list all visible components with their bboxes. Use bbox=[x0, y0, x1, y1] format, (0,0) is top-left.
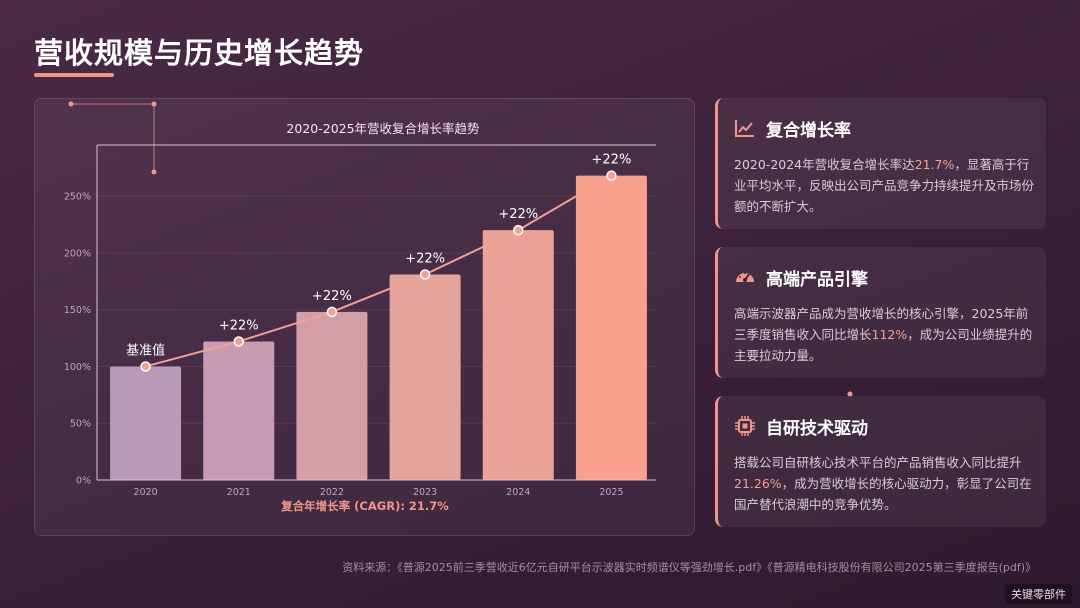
highlight-value: 112% bbox=[871, 327, 908, 342]
trend-point-2023 bbox=[419, 269, 431, 280]
bar-value-label: +22% bbox=[498, 207, 538, 222]
decorative-connector bbox=[68, 101, 157, 175]
card-text: 高端示波器产品成为营收增长的核心引擎，2025年前三季度销售收入同比增长112%… bbox=[734, 303, 1034, 366]
card-cagr: 复合增长率 2020-2024年营收复合增长率达21.7%，显著高于行业平均水平… bbox=[715, 98, 1046, 229]
bar-2025 bbox=[575, 175, 647, 480]
highlight-value: 21.7% bbox=[914, 157, 955, 172]
bars bbox=[110, 175, 647, 480]
title-underline bbox=[34, 73, 114, 77]
source-note: 资料来源：《普源2025前三季营收近6亿元自研平台示波器实时频谱仪等强劲增长.p… bbox=[342, 561, 1036, 574]
card-text: 搭载公司自研核心技术平台的产品销售收入同比提升 21.26%，成为营收增长的核心驱… bbox=[734, 452, 1034, 515]
card-text-part: 高端示波器产品成为营收增长的核心引擎，2025年前三季度销售收入同比增长 bbox=[734, 306, 1029, 342]
card-header: 高端产品引擎 bbox=[734, 264, 868, 290]
trend-point-2022 bbox=[326, 306, 338, 318]
card-text-part: ，显著高于行业平均水平，反映出公司产品竞争力持续提升及市场份额的不断扩大。 bbox=[734, 157, 1035, 214]
y-tick-labels: 0% 50% 100% 150% 200% 250% bbox=[64, 192, 91, 487]
card-text-part: ，成为公司业绩提升的主要拉动力量。 bbox=[734, 327, 1033, 363]
x-tick-label: 2025 bbox=[599, 487, 623, 498]
card-in-house-tech: 自研技术驱动 搭载公司自研核心技术平台的产品销售收入同比提升 21.26%，成为营… bbox=[715, 396, 1046, 527]
card-header: 复合增长率 bbox=[734, 115, 851, 141]
bar-labels: 基准值 +22% +22% +22% +22% +22% bbox=[126, 153, 631, 359]
y-tick-label: 250% bbox=[64, 192, 91, 203]
revenue-growth-chart: 2020-2025年营收复合增长率趋势 0% 50% 100% 150% 200% 250… bbox=[64, 101, 656, 513]
chart-panel: 2020-2025年营收复合增长率趋势 0% 50% 100% 150% 200% 250… bbox=[34, 98, 695, 536]
trend-line bbox=[145, 174, 612, 368]
bar-value-label: +22% bbox=[592, 153, 632, 168]
card-title: 高端产品引擎 bbox=[766, 269, 868, 290]
growth-line bbox=[140, 170, 617, 372]
highlight-value: 21.26% bbox=[734, 476, 782, 491]
trend-point-2025 bbox=[606, 170, 617, 181]
y-tick-label: 100% bbox=[64, 362, 91, 373]
bar-2023 bbox=[389, 274, 461, 480]
grid-lines bbox=[97, 195, 656, 424]
bar-2022 bbox=[296, 311, 368, 480]
card-title: 自研技术驱动 bbox=[766, 418, 868, 439]
y-tick-label: 150% bbox=[64, 305, 91, 316]
bar-2021 bbox=[203, 341, 275, 480]
card-header: 自研技术驱动 bbox=[734, 413, 868, 439]
bar-2024 bbox=[482, 230, 554, 480]
trend-point-2021 bbox=[233, 336, 244, 347]
x-tick-label: 2020 bbox=[133, 487, 157, 498]
chart-title: 2020-2025年营收复合增长率趋势 bbox=[286, 121, 480, 136]
bar-value-label: +22% bbox=[312, 289, 352, 304]
watermark: 关键零部件 bbox=[1005, 584, 1072, 604]
card-text-part: 2020-2024年营收复合增长率达 bbox=[734, 157, 915, 172]
x-tick-label: 2024 bbox=[506, 487, 530, 498]
trend-point-2024 bbox=[513, 224, 524, 236]
bar-value-label: +22% bbox=[405, 251, 445, 266]
decorative-dot bbox=[847, 391, 853, 397]
x-tick-label: 2022 bbox=[320, 487, 344, 498]
y-tick-label: 0% bbox=[76, 476, 91, 487]
gauge-icon bbox=[734, 266, 756, 288]
y-tick-label: 50% bbox=[70, 419, 91, 430]
chip-icon bbox=[734, 415, 756, 437]
card-high-end-products: 高端产品引擎 高端示波器产品成为营收增长的核心引擎，2025年前三季度销售收入同… bbox=[715, 247, 1046, 378]
line-chart-icon bbox=[734, 117, 756, 139]
bar-value-label: +22% bbox=[219, 318, 259, 333]
card-title: 复合增长率 bbox=[766, 120, 851, 141]
bar-2020 bbox=[110, 366, 182, 480]
x-tick-labels: 2020 2021 2022 2023 2024 2025 bbox=[133, 487, 623, 498]
x-tick-label: 2023 bbox=[413, 487, 437, 498]
trend-point-2020 bbox=[140, 361, 151, 372]
page-title: 营收规模与历史增长趋势 bbox=[34, 36, 365, 70]
bar-value-label: 基准值 bbox=[126, 342, 165, 358]
axes bbox=[96, 145, 656, 481]
y-tick-label: 200% bbox=[64, 248, 91, 259]
x-tick-label: 2021 bbox=[227, 487, 251, 498]
card-text-part: 搭载公司自研核心技术平台的产品销售收入同比提升 bbox=[734, 455, 1022, 470]
card-text-part: ，成为营收增长的核心驱动力，彰显了公司在国产替代浪潮中的竞争优势。 bbox=[734, 476, 1032, 512]
card-text: 2020-2024年营收复合增长率达21.7%，显著高于行业平均水平，反映出公司… bbox=[734, 154, 1034, 217]
cagr-xlabel: 复合年增长率 (CAGR): 21.7% bbox=[280, 499, 449, 513]
